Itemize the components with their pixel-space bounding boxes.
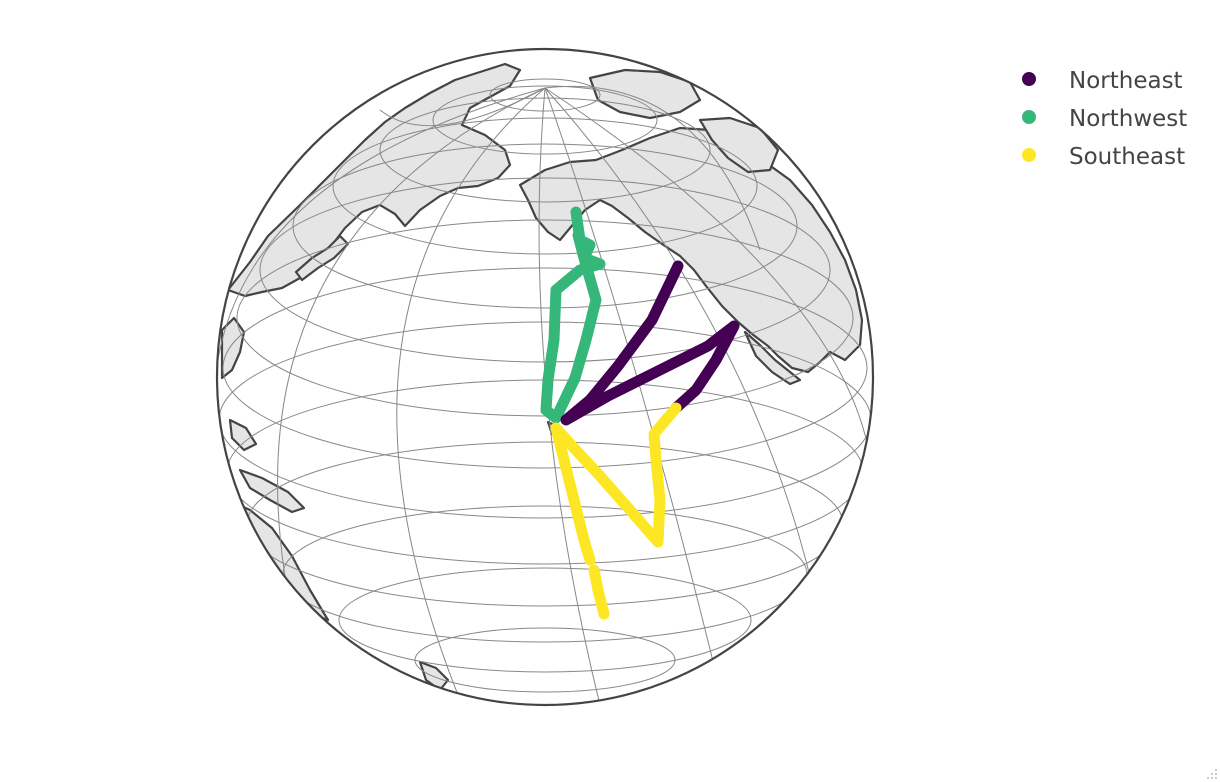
legend-label-northeast: Northeast xyxy=(1069,68,1183,94)
legend-item-northeast[interactable]: Northeast xyxy=(1022,68,1183,94)
legend-item-southeast[interactable]: Southeast xyxy=(1022,144,1185,170)
land-arctic-islands xyxy=(588,68,702,120)
land-new-zealand xyxy=(418,660,450,692)
track-southeast xyxy=(550,402,682,566)
globe-outline xyxy=(215,47,875,707)
land-central-america xyxy=(743,330,802,386)
legend-label-southeast: Southeast xyxy=(1069,144,1185,170)
land-indonesia xyxy=(228,418,258,452)
legend: Northeast Northwest Southeast xyxy=(1022,68,1187,170)
legend-label-northwest: Northwest xyxy=(1069,106,1187,132)
track-northwest xyxy=(540,206,606,424)
legend-item-northwest[interactable]: Northwest xyxy=(1022,106,1187,132)
land-southeast-asia xyxy=(220,316,246,380)
legend-marker-southeast xyxy=(1022,148,1036,162)
track-southeast-tail xyxy=(588,564,610,620)
resize-handle-icon[interactable] xyxy=(1207,769,1217,779)
tracks-layer xyxy=(540,206,740,620)
legend-marker-northwest xyxy=(1022,110,1036,124)
legend-marker-northeast xyxy=(1022,72,1036,86)
track-northeast xyxy=(560,260,740,426)
